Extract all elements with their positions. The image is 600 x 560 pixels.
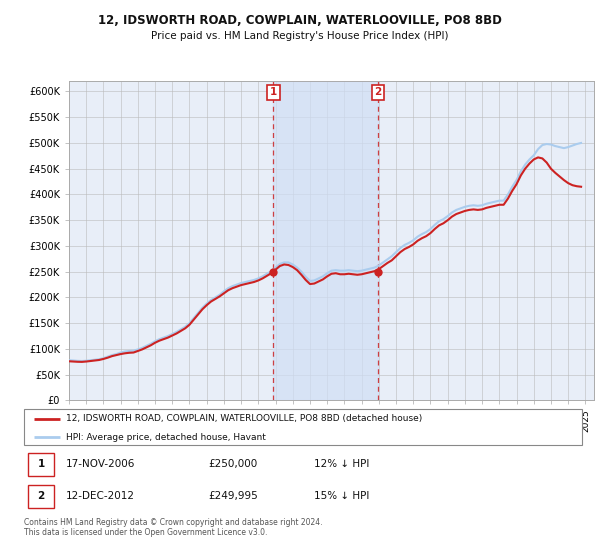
Text: 12, IDSWORTH ROAD, COWPLAIN, WATERLOOVILLE, PO8 8BD: 12, IDSWORTH ROAD, COWPLAIN, WATERLOOVIL… [98, 14, 502, 27]
Text: HPI: Average price, detached house, Havant: HPI: Average price, detached house, Hava… [66, 433, 266, 442]
Bar [274, 81, 378, 400]
Text: Contains HM Land Registry data © Crown copyright and database right 2024.
This d: Contains HM Land Registry data © Crown c… [24, 518, 323, 538]
Text: 15% ↓ HPI: 15% ↓ HPI [314, 491, 370, 501]
Text: 17-NOV-2006: 17-NOV-2006 [66, 459, 135, 469]
Text: 1: 1 [37, 459, 44, 469]
Text: £249,995: £249,995 [208, 491, 258, 501]
Text: 2: 2 [374, 87, 382, 97]
Text: 1: 1 [270, 87, 277, 97]
FancyBboxPatch shape [28, 452, 53, 476]
Text: 2: 2 [37, 491, 44, 501]
FancyBboxPatch shape [28, 484, 53, 508]
Text: 12, IDSWORTH ROAD, COWPLAIN, WATERLOOVILLE, PO8 8BD (detached house): 12, IDSWORTH ROAD, COWPLAIN, WATERLOOVIL… [66, 414, 422, 423]
Text: 12-DEC-2012: 12-DEC-2012 [66, 491, 135, 501]
Text: Price paid vs. HM Land Registry's House Price Index (HPI): Price paid vs. HM Land Registry's House … [151, 31, 449, 41]
Text: £250,000: £250,000 [208, 459, 257, 469]
Text: 12% ↓ HPI: 12% ↓ HPI [314, 459, 370, 469]
FancyBboxPatch shape [24, 409, 582, 445]
